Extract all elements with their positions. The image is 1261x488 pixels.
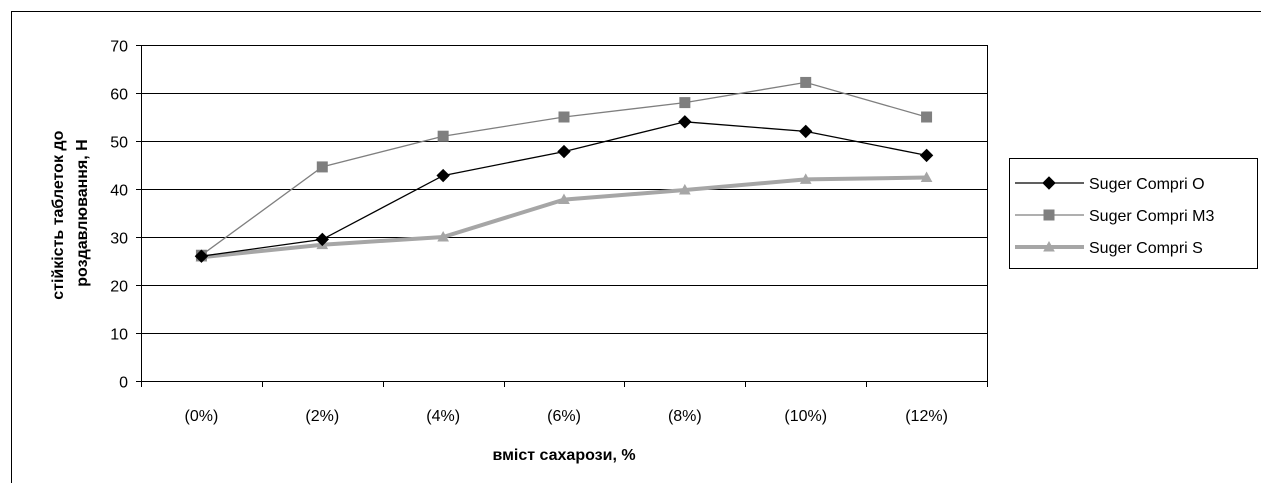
- x-tick-label: (8%): [668, 408, 702, 425]
- y-tick-label: 0: [119, 375, 128, 392]
- x-tick-label: (6%): [547, 408, 581, 425]
- y-tick-label: 10: [110, 327, 128, 344]
- x-tick-label: (4%): [426, 408, 460, 425]
- legend-marker: [1044, 210, 1054, 220]
- data-point: [922, 112, 932, 122]
- y-tick-label: 60: [110, 87, 128, 104]
- x-axis-title: вміст сахарози, %: [492, 447, 635, 464]
- x-tick-label: (2%): [305, 408, 339, 425]
- x-tick-label: (12%): [905, 408, 948, 425]
- y-tick-label: 40: [110, 183, 128, 200]
- y-tick-label: 20: [110, 279, 128, 296]
- y-tick-label: 50: [110, 135, 128, 152]
- y-axis-title-line-1: стійкість таблеток до: [50, 130, 67, 299]
- y-tick-label: 30: [110, 231, 128, 248]
- data-point: [801, 77, 811, 87]
- legend-label: Suger Compri O: [1089, 176, 1205, 193]
- y-tick-label: 70: [110, 39, 128, 56]
- data-point: [680, 98, 690, 108]
- legend-label: Suger Compri S: [1089, 240, 1203, 257]
- x-tick-label: (10%): [784, 408, 827, 425]
- x-tick-label: (0%): [185, 408, 219, 425]
- data-point: [317, 162, 327, 172]
- y-axis-title-line-2: роздавлювання, Н: [74, 139, 91, 286]
- legend-label: Suger Compri M3: [1089, 208, 1214, 225]
- legend: Suger Compri O Suger Compri M3 Suger Compr…: [1010, 159, 1258, 269]
- data-point: [438, 131, 448, 141]
- data-point: [559, 112, 569, 122]
